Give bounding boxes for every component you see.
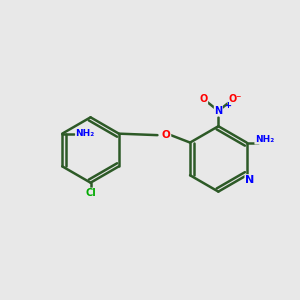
Text: NH₂: NH₂: [255, 135, 274, 144]
Text: N: N: [214, 106, 222, 116]
Text: O⁻: O⁻: [228, 94, 242, 104]
Text: Cl: Cl: [85, 188, 96, 198]
Text: NH₂: NH₂: [76, 129, 95, 138]
Text: N: N: [245, 175, 254, 185]
Text: +: +: [224, 101, 231, 110]
Text: O: O: [200, 94, 208, 104]
Text: O: O: [162, 130, 171, 140]
